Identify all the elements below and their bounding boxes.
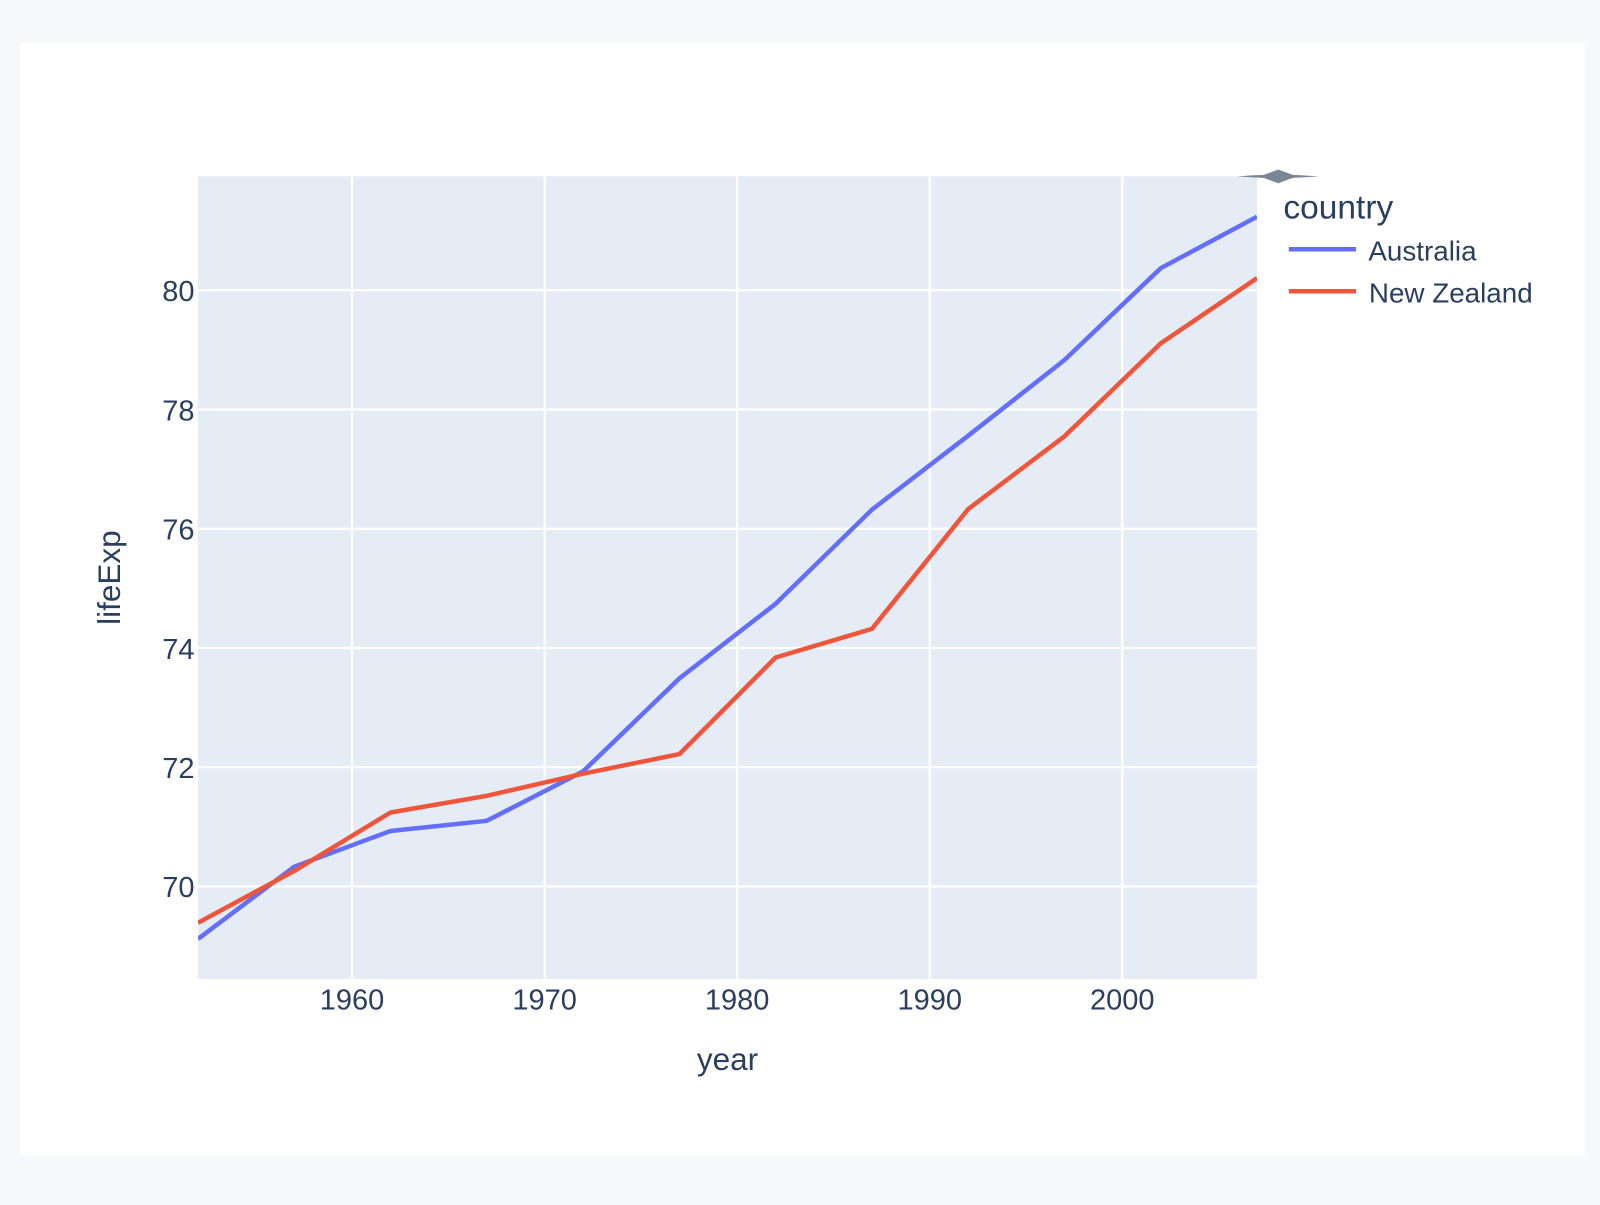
svg-text:1990: 1990 — [897, 985, 962, 1017]
svg-text:lifeExp: lifeExp — [91, 530, 127, 625]
svg-text:78: 78 — [162, 395, 194, 427]
svg-text:year: year — [697, 1041, 758, 1077]
svg-text:80: 80 — [162, 276, 194, 308]
svg-text:Australia: Australia — [1368, 236, 1477, 267]
svg-text:country: country — [1283, 190, 1393, 227]
svg-text:New Zealand: New Zealand — [1369, 278, 1533, 309]
svg-text:1960: 1960 — [320, 985, 385, 1017]
svg-text:72: 72 — [162, 753, 194, 785]
svg-text:1980: 1980 — [705, 985, 770, 1017]
svg-text:70: 70 — [162, 872, 194, 904]
svg-text:74: 74 — [162, 634, 194, 666]
svg-text:1970: 1970 — [512, 985, 577, 1017]
svg-text:76: 76 — [162, 515, 194, 547]
svg-text:2000: 2000 — [1090, 985, 1155, 1017]
